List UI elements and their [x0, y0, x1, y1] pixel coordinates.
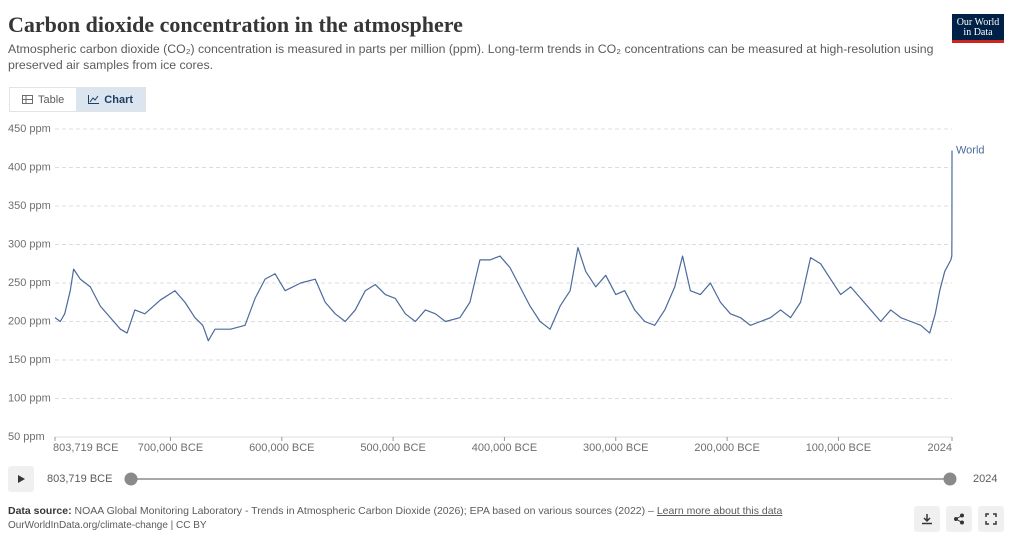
share-icon — [954, 513, 964, 525]
share-button[interactable] — [946, 506, 972, 532]
timeline-slider[interactable] — [120, 468, 965, 490]
logo[interactable]: Our World in Data — [952, 14, 1004, 43]
table-icon — [22, 95, 33, 104]
y-tick-label: 100 ppm — [8, 392, 51, 404]
x-tick-label: 2024 — [928, 442, 952, 454]
x-tick-label: 300,000 BCE — [583, 442, 648, 454]
y-tick-label: 400 ppm — [8, 161, 51, 173]
tab-table[interactable]: Table — [10, 88, 76, 111]
y-tick-label: 350 ppm — [8, 200, 51, 212]
series-label: World — [956, 144, 985, 156]
footer-url: OurWorldInData.org/climate-change | CC B… — [8, 520, 207, 531]
learn-more-link[interactable]: Learn more about this data — [656, 505, 783, 517]
chart-icon — [88, 95, 100, 104]
logo-line: Our World — [956, 17, 1000, 28]
download-button[interactable] — [914, 506, 940, 532]
tab-label: Chart — [104, 93, 134, 106]
y-tick-label: 250 ppm — [8, 277, 51, 289]
timeline-handle[interactable] — [124, 472, 138, 486]
y-tick-label: 150 ppm — [8, 354, 51, 366]
tab-label: Table — [38, 93, 65, 106]
title: Carbon dioxide concentration in the atmo… — [8, 12, 463, 37]
x-tick-label: 803,719 BCE — [53, 442, 118, 454]
timeline-end: 2024 — [973, 473, 998, 485]
subtitle: Atmospheric carbon dioxide (CO₂) concent… — [8, 42, 934, 72]
logo-line: in Data — [963, 27, 993, 38]
line — [54, 150, 953, 342]
play-button[interactable] — [8, 466, 34, 492]
source-label: Data source: — [8, 505, 72, 517]
y-tick-label: 300 ppm — [8, 238, 51, 250]
play-icon — [18, 475, 25, 483]
fullscreen-icon — [985, 513, 997, 525]
fullscreen-button[interactable] — [978, 506, 1004, 532]
tab-chart[interactable]: Chart — [76, 88, 146, 111]
x-tick-label: 500,000 BCE — [360, 442, 425, 454]
tabs: Table Chart — [9, 87, 147, 112]
timeline-handle[interactable] — [943, 472, 957, 486]
x-tick-label: 600,000 BCE — [249, 442, 314, 454]
y-tick-label: 450 ppm — [8, 123, 51, 135]
x-tick-label: 200,000 BCE — [694, 442, 759, 454]
source-text: NOAA Global Monitoring Laboratory - Tren… — [74, 505, 654, 517]
x-tick-label: 100,000 BCE — [806, 442, 871, 454]
y-tick-label: 50 ppm — [8, 431, 45, 443]
timeline-start: 803,719 BCE — [47, 473, 113, 485]
footer-source: Data source: NOAA Global Monitoring Labo… — [8, 505, 782, 517]
download-icon — [922, 514, 932, 525]
x-tick-label: 400,000 BCE — [472, 442, 537, 454]
x-tick-label: 700,000 BCE — [138, 442, 203, 454]
y-tick-label: 200 ppm — [8, 315, 51, 327]
